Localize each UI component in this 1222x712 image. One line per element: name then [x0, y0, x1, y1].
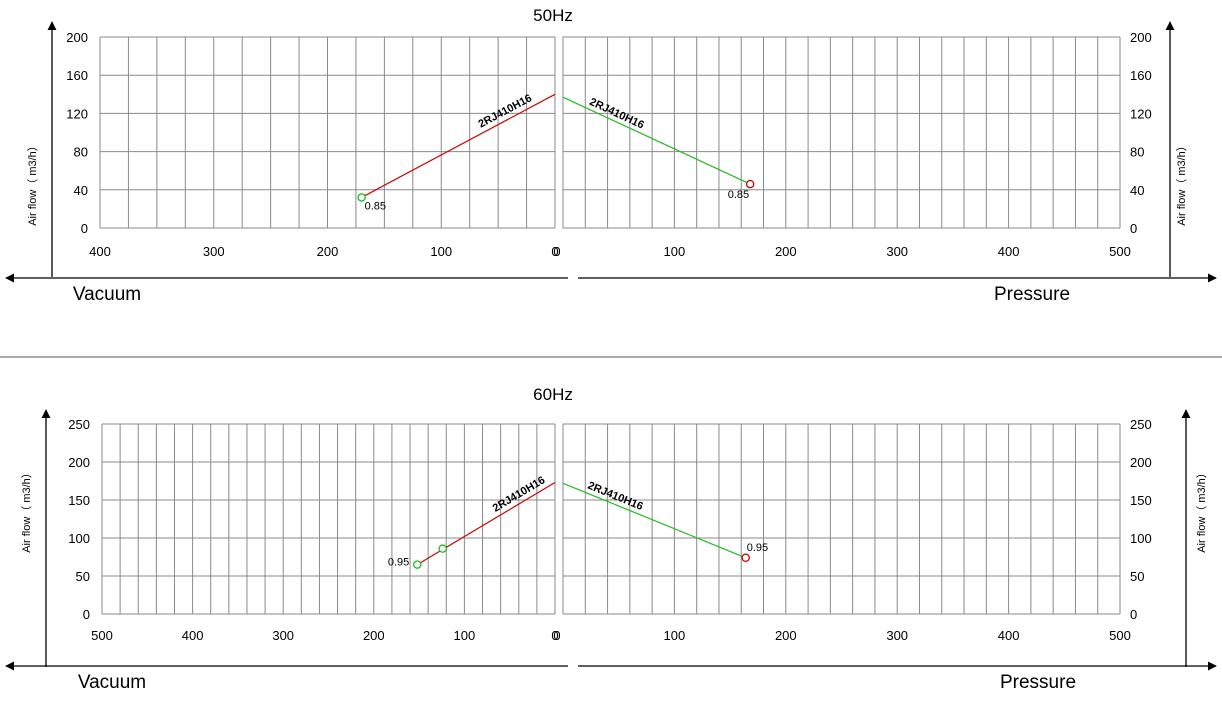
operating-point-label: 0.85: [728, 189, 749, 201]
x-tick-label-pressure: 100: [664, 244, 686, 259]
x-tick-label-vacuum: 0: [551, 628, 558, 643]
y-tick-label-left: 50: [76, 569, 90, 584]
y-tick-label-right: 150: [1130, 493, 1152, 508]
x-tick-label-vacuum: 100: [454, 628, 476, 643]
y-tick-label-right: 200: [1130, 455, 1152, 470]
y-tick-label-left: 40: [74, 183, 88, 198]
operating-point-marker: [745, 179, 755, 189]
x-tick-label-vacuum: 500: [91, 628, 113, 643]
curve-point-marker: [438, 544, 447, 553]
operating-point-marker: [741, 553, 750, 563]
x-tick-label-pressure: 0: [553, 628, 560, 643]
curve-pressure: [562, 482, 746, 559]
x-tick-label-pressure: 300: [886, 244, 908, 259]
operating-point-label: 0.95: [388, 557, 409, 569]
x-tick-label-pressure: 0: [553, 244, 560, 259]
pressure-label: Pressure: [1000, 672, 1076, 693]
y-tick-label-right: 100: [1130, 531, 1152, 546]
x-tick-label-vacuum: 0: [551, 244, 558, 259]
y-tick-label-left: 100: [68, 531, 90, 546]
x-tick-label-vacuum: 200: [363, 628, 385, 643]
y-tick-label-left: 250: [68, 417, 90, 432]
x-tick-label-pressure: 100: [664, 628, 686, 643]
x-tick-label-vacuum: 400: [89, 244, 111, 259]
y-axis-title-right: Air flow（ m3/h）: [1195, 467, 1208, 553]
x-tick-label-pressure: 300: [886, 628, 908, 643]
x-tick-label-pressure: 400: [998, 628, 1020, 643]
x-tick-label-vacuum: 400: [182, 628, 204, 643]
x-tick-label-pressure: 200: [775, 628, 797, 643]
y-tick-label-right: 50: [1130, 569, 1144, 584]
vacuum-label: Vacuum: [78, 672, 146, 693]
x-tick-label-pressure: 400: [998, 244, 1020, 259]
operating-point-label: 0.95: [747, 542, 768, 554]
y-tick-label-left: 160: [66, 68, 88, 83]
y-axis-title-right: Air flow（ m3/h）: [1175, 140, 1188, 226]
curve-label-vacuum: 2RJ410H16: [477, 92, 534, 130]
y-tick-label-left: 200: [68, 455, 90, 470]
y-tick-label-right: 0: [1130, 607, 1137, 622]
vacuum-label: Vacuum: [73, 284, 141, 305]
chart-title: 50Hz: [533, 6, 573, 25]
y-tick-label-left: 80: [74, 145, 88, 160]
x-tick-label-vacuum: 300: [203, 244, 225, 259]
y-axis-title-left: Air flow（ m3/h）: [26, 140, 39, 226]
curve-vacuum: [416, 482, 556, 566]
y-tick-label-right: 40: [1130, 183, 1144, 198]
x-tick-label-pressure: 200: [775, 244, 797, 259]
curve-vacuum: [361, 93, 556, 198]
y-tick-label-right: 160: [1130, 68, 1152, 83]
operating-point-marker: [357, 193, 366, 202]
x-tick-label-vacuum: 300: [272, 628, 294, 643]
curve-pressure: [562, 96, 751, 185]
y-tick-label-right: 250: [1130, 417, 1152, 432]
x-tick-label-vacuum: 200: [317, 244, 339, 259]
y-tick-label-left: 150: [68, 493, 90, 508]
pressure-label: Pressure: [994, 284, 1070, 305]
y-tick-label-left: 200: [66, 30, 88, 45]
y-tick-label-right: 80: [1130, 145, 1144, 160]
operating-point-label: 0.85: [365, 200, 386, 212]
y-tick-label-left: 120: [66, 106, 88, 121]
chart-title: 60Hz: [533, 385, 573, 404]
x-tick-label-vacuum: 100: [430, 244, 452, 259]
y-axis-title-left: Air flow（ m3/h）: [20, 467, 33, 553]
y-tick-label-right: 0: [1130, 221, 1137, 236]
y-tick-label-left: 0: [83, 607, 90, 622]
x-tick-label-pressure: 500: [1109, 628, 1131, 643]
y-tick-label-left: 0: [81, 221, 88, 236]
y-tick-label-right: 200: [1130, 30, 1152, 45]
x-tick-label-pressure: 500: [1109, 244, 1131, 259]
operating-point-marker: [413, 560, 422, 569]
y-tick-label-right: 120: [1130, 106, 1152, 121]
